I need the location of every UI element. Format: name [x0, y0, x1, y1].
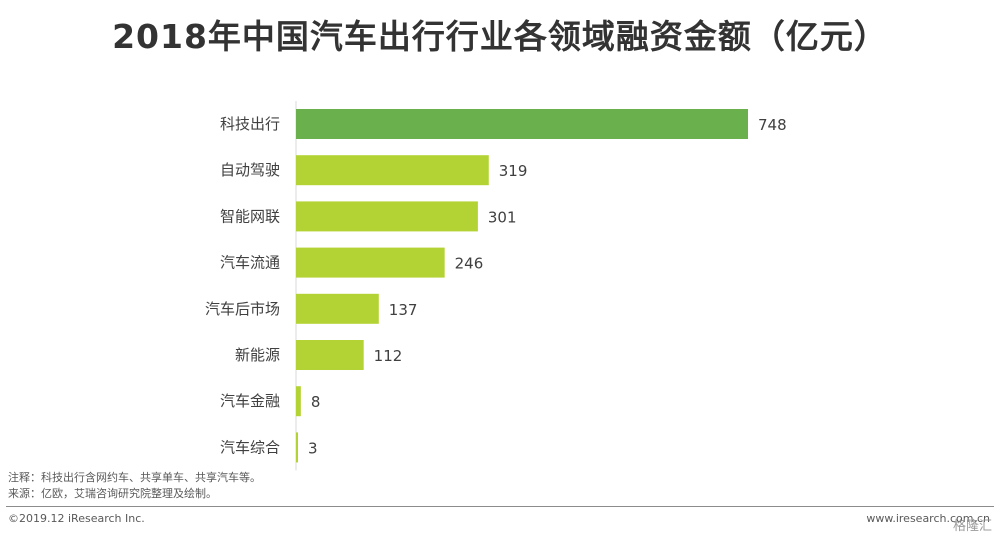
- note-text: 注释：科技出行含网约车、共享单车、共享汽车等。: [8, 471, 261, 484]
- data-label: 301: [488, 208, 517, 226]
- bar: [296, 293, 379, 324]
- data-label: 137: [389, 301, 418, 319]
- bar: [296, 432, 298, 463]
- bar: [296, 386, 301, 417]
- bar: [296, 201, 478, 232]
- bar: [296, 155, 489, 186]
- data-label: 748: [758, 116, 787, 134]
- data-label: 319: [499, 162, 528, 180]
- watermark-logo: 格隆汇: [952, 519, 992, 534]
- category-label: 科技出行: [220, 115, 280, 133]
- category-label: 智能网联: [220, 207, 280, 225]
- data-label: 8: [311, 393, 321, 411]
- category-label: 汽车后市场: [205, 300, 280, 318]
- source-text: 来源：亿欧，艾瑞咨询研究院整理及绘制。: [8, 487, 217, 500]
- category-label: 汽车金融: [220, 392, 280, 410]
- category-label: 自动驾驶: [220, 161, 280, 179]
- category-label: 汽车流通: [220, 254, 280, 272]
- chart-title: 2018年中国汽车出行行业各领域融资金额（亿元）: [112, 17, 888, 56]
- footnotes: 注释：科技出行含网约车、共享单车、共享汽车等。 来源：亿欧，艾瑞咨询研究院整理及…: [8, 470, 261, 502]
- bar: [296, 247, 445, 278]
- bar: [296, 340, 364, 370]
- bar: [296, 109, 748, 139]
- data-label: 3: [308, 439, 318, 457]
- data-label: 246: [455, 255, 484, 273]
- data-label: 112: [374, 347, 403, 365]
- category-label: 新能源: [235, 346, 280, 364]
- copyright-text: ©2019.12 iResearch Inc.: [8, 512, 145, 525]
- category-label: 汽车综合: [220, 438, 280, 456]
- footer-divider: [6, 506, 994, 507]
- website-text: www.iresearch.com.cn: [866, 512, 990, 525]
